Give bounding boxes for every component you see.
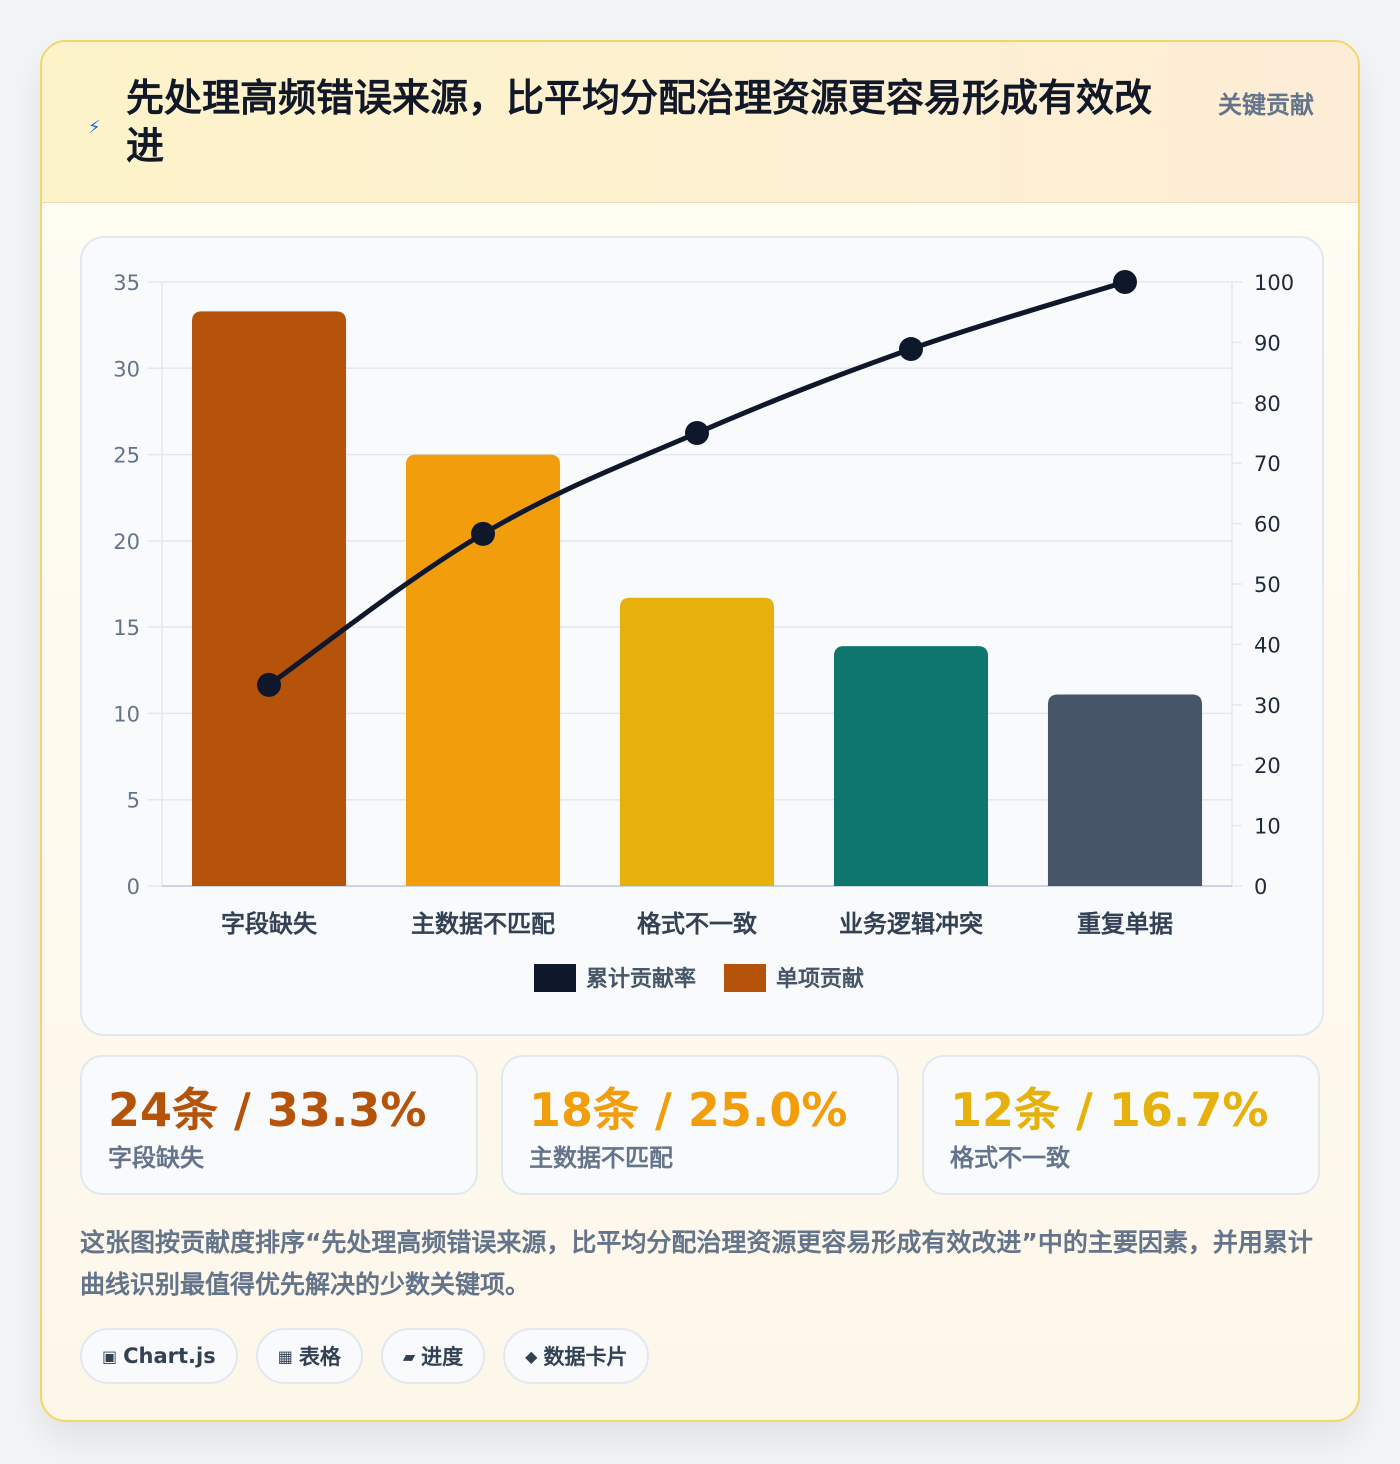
y-left-tick-label: 30 [113, 357, 140, 381]
stat-value: 18条 / 25.0% [529, 1083, 848, 1137]
y-right-tick-label: 50 [1254, 573, 1281, 597]
tag-data-card[interactable]: ◆ 数据卡片 [503, 1328, 650, 1384]
tag-progress[interactable]: ▰ 进度 [380, 1328, 486, 1384]
chart-card: ⚡ 先处理高频错误来源，比平均分配治理资源更容易形成有效改进 关键贡献 0 5 10… [40, 40, 1360, 1422]
y-left-tick-label: 5 [127, 789, 140, 813]
y-right-tick-label: 60 [1254, 513, 1281, 537]
stat-card-1: 24条 / 33.3% 字段缺失 [80, 1055, 478, 1195]
stat-card-3: 12条 / 16.7% 格式不一致 [922, 1055, 1320, 1195]
x-tick-label: 字段缺失 [221, 910, 318, 938]
tag-label: Chart.js [123, 1344, 216, 1368]
y-left-tick-label: 35 [113, 271, 140, 295]
y-right-tick-label: 40 [1254, 633, 1281, 657]
cumulative-point-3 [685, 421, 709, 445]
cumulative-point-5 [1113, 270, 1137, 294]
y-right-tick-label: 30 [1254, 694, 1281, 718]
card-header: ⚡ 先处理高频错误来源，比平均分配治理资源更容易形成有效改进 关键贡献 [42, 42, 1358, 203]
y-right-tick-label: 70 [1254, 452, 1281, 476]
stat-value: 24条 / 33.3% [108, 1083, 427, 1137]
y-right-tick-label: 80 [1254, 392, 1281, 416]
lightning-icon: ⚡ [88, 117, 101, 138]
x-tick-label: 重复单据 [1077, 910, 1173, 938]
legend-label: 单项贡献 [776, 966, 864, 992]
tag-table[interactable]: ▦ 表格 [255, 1328, 363, 1384]
tag-label: 表格 [298, 1345, 341, 1369]
bar-1 [191, 311, 347, 886]
pareto-chart: 0 5 10 15 20 25 30 35 0 10 20 30 40 50 60 70 80 90 100 字段缺失… [113, 270, 1294, 992]
y-left-tick-label: 0 [127, 875, 140, 899]
bar-3 [619, 597, 775, 886]
tag-label: 数据卡片 [543, 1345, 628, 1369]
x-tick-label: 主数据不匹配 [411, 910, 555, 938]
cumulative-point-4 [899, 337, 923, 362]
y-right-tick-label: 10 [1254, 815, 1281, 839]
legend-swatch [534, 964, 576, 992]
x-tick-label: 格式不一致 [637, 910, 758, 938]
y-left-tick-label: 10 [113, 702, 140, 726]
chart-icon: ▣ [102, 1346, 118, 1366]
y-left-tick-label: 15 [113, 616, 140, 640]
y-right-tick-label: 90 [1254, 331, 1281, 355]
legend-label: 累计贡献率 [586, 966, 696, 992]
bar-5 [1047, 694, 1203, 886]
tag-list: ▣ Chart.js ▦ 表格 ▰ 进度 ◆ 数据卡片 [80, 1328, 650, 1384]
stat-label: 字段缺失 [108, 1144, 204, 1172]
y-right-tick-label: 100 [1254, 271, 1294, 295]
tag-label: 进度 [421, 1345, 464, 1369]
chart-description: 这张图按贡献度排序“先处理高频错误来源，比平均分配治理资源更容易形成有效改进”中… [80, 1228, 1313, 1299]
diamond-icon: ◆ [525, 1346, 538, 1366]
tag-chartjs[interactable]: ▣ Chart.js [80, 1328, 238, 1384]
y-left-tick-label: 20 [113, 530, 140, 554]
bar-4 [833, 646, 989, 886]
stat-card-2: 18条 / 25.0% 主数据不匹配 [501, 1055, 899, 1195]
cumulative-point-1 [257, 672, 281, 697]
y-right-tick-label: 0 [1254, 875, 1267, 899]
chart-container: 0 5 10 15 20 25 30 35 0 10 20 30 40 50 60 70 80 90 100 字段缺失… [80, 236, 1324, 1036]
x-tick-label: 业务逻辑冲突 [839, 910, 983, 938]
stat-label: 主数据不匹配 [529, 1144, 673, 1172]
legend-swatch [724, 964, 766, 992]
cumulative-point-2 [471, 521, 495, 546]
y-left-tick-label: 25 [113, 444, 140, 468]
progress-icon: ▰ [402, 1346, 416, 1366]
header-tag: 关键贡献 [1218, 91, 1314, 119]
stat-value: 12条 / 16.7% [950, 1083, 1269, 1137]
table-icon: ▦ [277, 1346, 293, 1366]
bar-2 [405, 454, 561, 886]
stat-label: 格式不一致 [950, 1144, 1070, 1172]
y-right-tick-label: 20 [1254, 754, 1281, 778]
page-title: 先处理高频错误来源，比平均分配治理资源更容易形成有效改进 [126, 76, 1153, 168]
